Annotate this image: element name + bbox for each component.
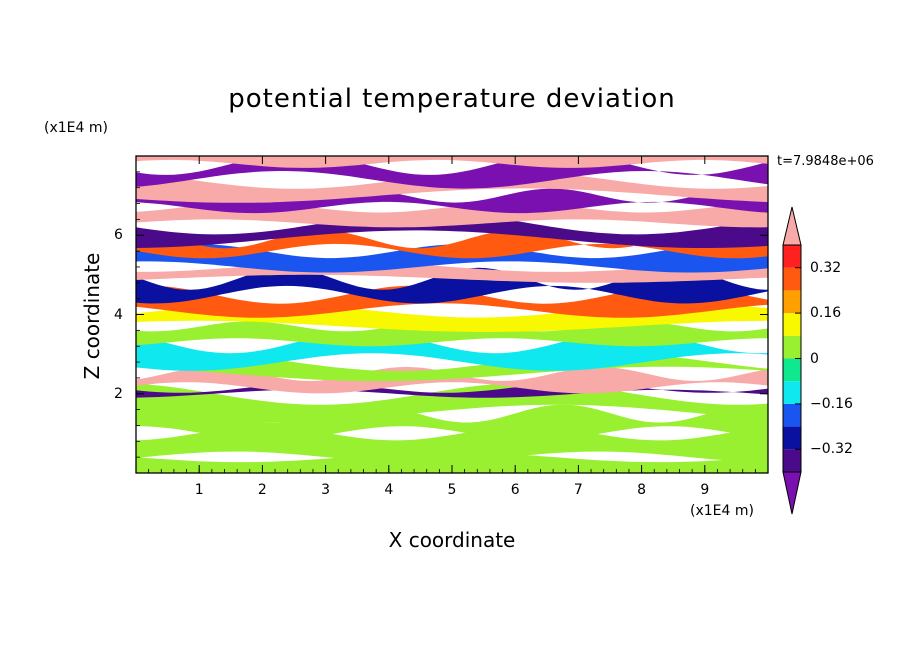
colorbar-segment	[783, 313, 801, 336]
x-tick-label: 8	[637, 482, 647, 498]
x-axis-unit: (x1E4 m)	[690, 503, 754, 519]
x-tick-label: 4	[384, 482, 394, 498]
field-band	[136, 366, 768, 394]
field-band	[136, 156, 768, 168]
field-band	[136, 404, 768, 441]
x-tick-label: 2	[257, 482, 267, 498]
colorbar-segment	[783, 426, 801, 450]
field-band	[136, 321, 768, 347]
colorbar-segment	[783, 358, 801, 382]
colorbar-segment	[783, 245, 801, 268]
colorbar-over-triangle	[782, 206, 802, 246]
x-tick-label: 9	[700, 482, 710, 498]
field-band	[136, 188, 768, 214]
field-band	[136, 212, 768, 248]
field-band	[136, 382, 768, 423]
x-tick-label: 5	[447, 482, 457, 498]
colorbar-tick-label: 0	[810, 350, 819, 367]
time-label: t=7.9848e+06	[777, 154, 874, 169]
colorbar-tick-label: −0.16	[810, 395, 853, 412]
colorbar-segment	[783, 449, 801, 472]
field-bands	[136, 156, 768, 473]
y-tick-label: 4	[114, 306, 123, 323]
field-band	[136, 285, 768, 318]
field-band	[136, 230, 768, 259]
colorbar-tick-label: 0.32	[810, 259, 842, 276]
x-tick-label: 1	[194, 482, 204, 498]
y-axis-unit: (x1E4 m)	[44, 120, 108, 136]
field-band	[136, 452, 768, 473]
x-tick-label: 3	[321, 482, 331, 498]
colorbar-segment	[783, 403, 801, 427]
chart-title: potential temperature deviation	[228, 84, 676, 114]
x-axis-label: X coordinate	[388, 528, 516, 552]
y-tick-label: 2	[114, 385, 123, 402]
colorbar-tick-label: −0.32	[810, 441, 853, 458]
colorbar-under-triangle	[782, 471, 802, 515]
x-tick-label: 6	[510, 482, 520, 498]
y-tick-label: 6	[114, 227, 123, 244]
colorbar-segment	[783, 381, 801, 404]
colorbar-segment	[783, 335, 801, 359]
colorbar-segment	[783, 267, 801, 291]
colorbar-tick-label: 0.16	[810, 305, 842, 322]
colorbar-segment	[783, 290, 801, 314]
x-tick-label: 7	[573, 482, 583, 498]
field-band	[136, 267, 768, 304]
field-band	[136, 244, 768, 273]
